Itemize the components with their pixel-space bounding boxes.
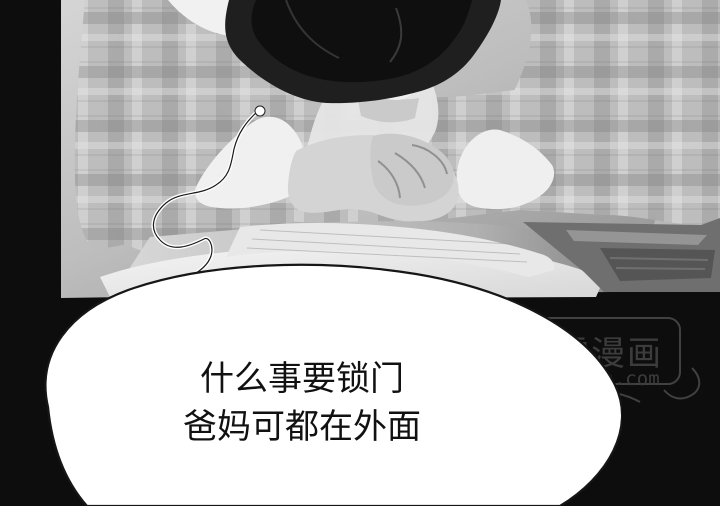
- dialogue-line-2: 爸妈可都在外面: [183, 407, 421, 447]
- dialogue-line-1: 什么事要锁门: [200, 359, 404, 399]
- speech-bubble: 什么事要锁门 爸妈可都在外面: [40, 262, 622, 506]
- speech-bubble-shape: [44, 263, 622, 506]
- dialogue-text: 什么事要锁门 爸妈可都在外面: [162, 355, 442, 451]
